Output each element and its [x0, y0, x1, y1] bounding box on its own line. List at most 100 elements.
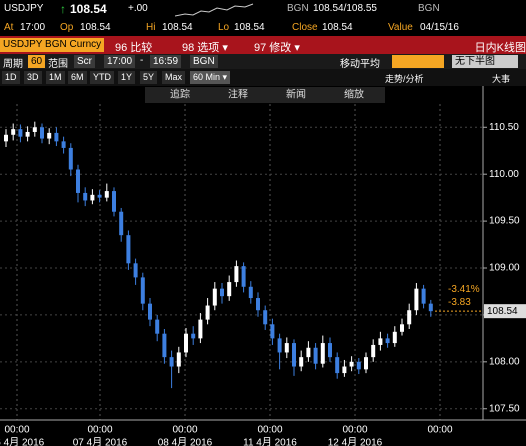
candle-body [349, 361, 354, 367]
source: BGN [287, 3, 309, 14]
candle-body [76, 169, 80, 193]
candle-body [11, 129, 16, 135]
change: +.00 [128, 3, 148, 14]
field-label: Value [388, 22, 413, 33]
candle-body [414, 288, 419, 311]
field-label: At [4, 22, 14, 33]
candle-body [306, 347, 311, 358]
candle-body [61, 141, 66, 148]
candle-body [320, 343, 325, 364]
x-tick-date: 08 4月 2016 [158, 437, 213, 446]
candle-body [313, 347, 318, 364]
candle-body [126, 235, 131, 264]
period-label: 周期 [3, 59, 23, 70]
menu-item[interactable]: 98 选项 ▾ [182, 42, 228, 54]
candle-body [385, 338, 390, 344]
range-button[interactable]: 3D [24, 71, 42, 84]
range-button[interactable]: 1Y [118, 71, 136, 84]
candle-body [428, 303, 433, 312]
field-value: 108.54 [234, 22, 265, 33]
candle-body [205, 305, 210, 320]
candle-body [270, 324, 275, 339]
x-tick-time: 00:00 [342, 425, 367, 436]
field-label: Lo [218, 22, 230, 33]
candle-body [342, 366, 347, 374]
candle-body [364, 357, 368, 370]
toolbar-item: 追踪 [170, 88, 190, 101]
bid-ask: 108.54/108.55 [313, 3, 377, 14]
security[interactable]: USDJPY BGN Curncy [0, 38, 105, 52]
chart-kind[interactable]: 日内K线图 [474, 42, 526, 54]
interval[interactable]: 60 Min ▾ [190, 71, 231, 84]
x-tick-date: 12 4月 2016 [328, 437, 383, 446]
range-mode[interactable]: Scr [74, 55, 95, 68]
candle-body [292, 343, 296, 367]
field-value: 108.54 [322, 22, 353, 33]
candle-body [155, 319, 160, 334]
candle-body [328, 343, 332, 358]
last: 108.54 [70, 2, 107, 16]
x-tick-time: 00:00 [427, 425, 452, 436]
x-tick-date: 11 4月 2016 [243, 437, 297, 446]
candle-body [421, 288, 426, 304]
range-button[interactable]: Max [162, 71, 186, 84]
candle-body [162, 333, 167, 358]
field-label: Hi [146, 22, 156, 33]
candle-body [378, 338, 383, 345]
period[interactable]: 60 [28, 55, 46, 68]
field-value: 108.54 [80, 22, 111, 33]
y-tick-label: 107.50 [489, 403, 520, 414]
candle-body [83, 192, 88, 201]
toolbar-item: 注释 [228, 88, 248, 101]
candle-body [335, 357, 340, 374]
settings-bar: 周期 60 范围 Scr 17:00 - 16:59 BGN 移动平均 无下半图 [0, 54, 526, 70]
arrow: ↑ [60, 2, 66, 16]
range-button[interactable]: YTD [90, 71, 114, 84]
candle-body [47, 132, 52, 139]
x-tick-time: 00:00 [172, 425, 197, 436]
lower-pane[interactable]: 无下半图 [452, 55, 518, 68]
field-label: Op [60, 22, 74, 33]
events[interactable]: 大事 [492, 74, 511, 84]
menu-item[interactable]: 97 修改 ▾ [254, 42, 300, 54]
toolbar-item: 新闻 [286, 88, 306, 101]
candle-body [371, 344, 376, 358]
candle-body [227, 282, 232, 297]
x-tick-time: 00:00 [4, 425, 29, 436]
candle-body [40, 127, 44, 139]
candle-body [277, 338, 282, 353]
candle-body [198, 319, 203, 339]
range-button[interactable]: 6M [68, 71, 87, 84]
ma-box[interactable] [392, 55, 444, 68]
y-tick-label: 110.50 [489, 122, 519, 133]
last-price-box [484, 304, 526, 319]
candle-body [241, 266, 246, 287]
candle-body [407, 310, 412, 325]
range-button[interactable]: 5Y [140, 71, 158, 84]
candle-body [97, 194, 102, 198]
start[interactable]: 17:00 [104, 55, 136, 68]
menu-item[interactable]: 96 比较 [115, 42, 153, 54]
candle-body [299, 357, 304, 367]
candle-body [392, 331, 397, 344]
candle-body [284, 343, 289, 353]
ma-label: 移动平均 [340, 59, 380, 70]
y-tick-label: 110.00 [489, 169, 519, 180]
candle-body [68, 147, 73, 170]
candle-body [263, 310, 268, 325]
end[interactable]: 16:59 [150, 55, 182, 68]
range-button[interactable]: 1M [46, 71, 65, 84]
candle-body [220, 288, 224, 297]
candle-body [148, 303, 152, 320]
fields-bar: At 17:00 Op 108.54 Hi 108.54 Lo 108.54 Close 108.… [0, 19, 526, 36]
candle-body [176, 352, 181, 367]
toolbar-bg [145, 87, 385, 103]
analysis[interactable]: 走势/分析 [385, 74, 424, 84]
source[interactable]: BGN [190, 55, 218, 68]
candle-body [234, 266, 239, 283]
range-button[interactable]: 1D [2, 71, 20, 84]
dash: - [140, 55, 144, 66]
candle-body [32, 127, 37, 132]
candle-body [256, 298, 260, 311]
